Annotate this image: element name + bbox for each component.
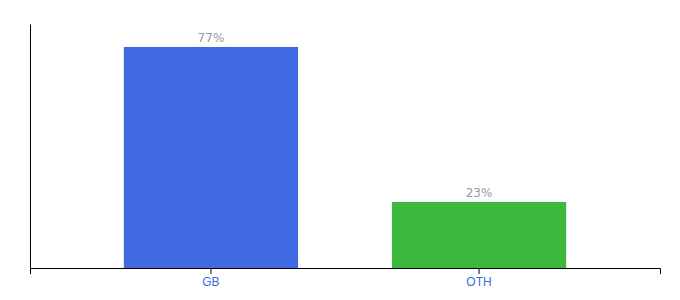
x-tick-mark — [210, 268, 211, 274]
x-tick: OTH — [466, 268, 491, 289]
bar — [124, 47, 298, 268]
y-axis-line — [30, 25, 31, 269]
data-label: 23% — [466, 186, 493, 200]
x-axis-line — [31, 269, 661, 275]
x-tick-label: GB — [202, 275, 219, 289]
x-tick-mark — [479, 268, 480, 274]
plot-area: 77% 23% GB OTH — [31, 25, 661, 289]
y-axis — [30, 25, 31, 269]
x-tick: GB — [202, 268, 219, 289]
bar — [392, 202, 566, 268]
data-label: 77% — [198, 31, 225, 45]
chart: 77% 23% GB OTH — [0, 0, 680, 300]
bars — [124, 47, 566, 268]
x-axis: GB OTH — [31, 268, 661, 289]
x-tick-label: OTH — [466, 275, 491, 289]
data-labels: 77% 23% — [198, 31, 493, 200]
